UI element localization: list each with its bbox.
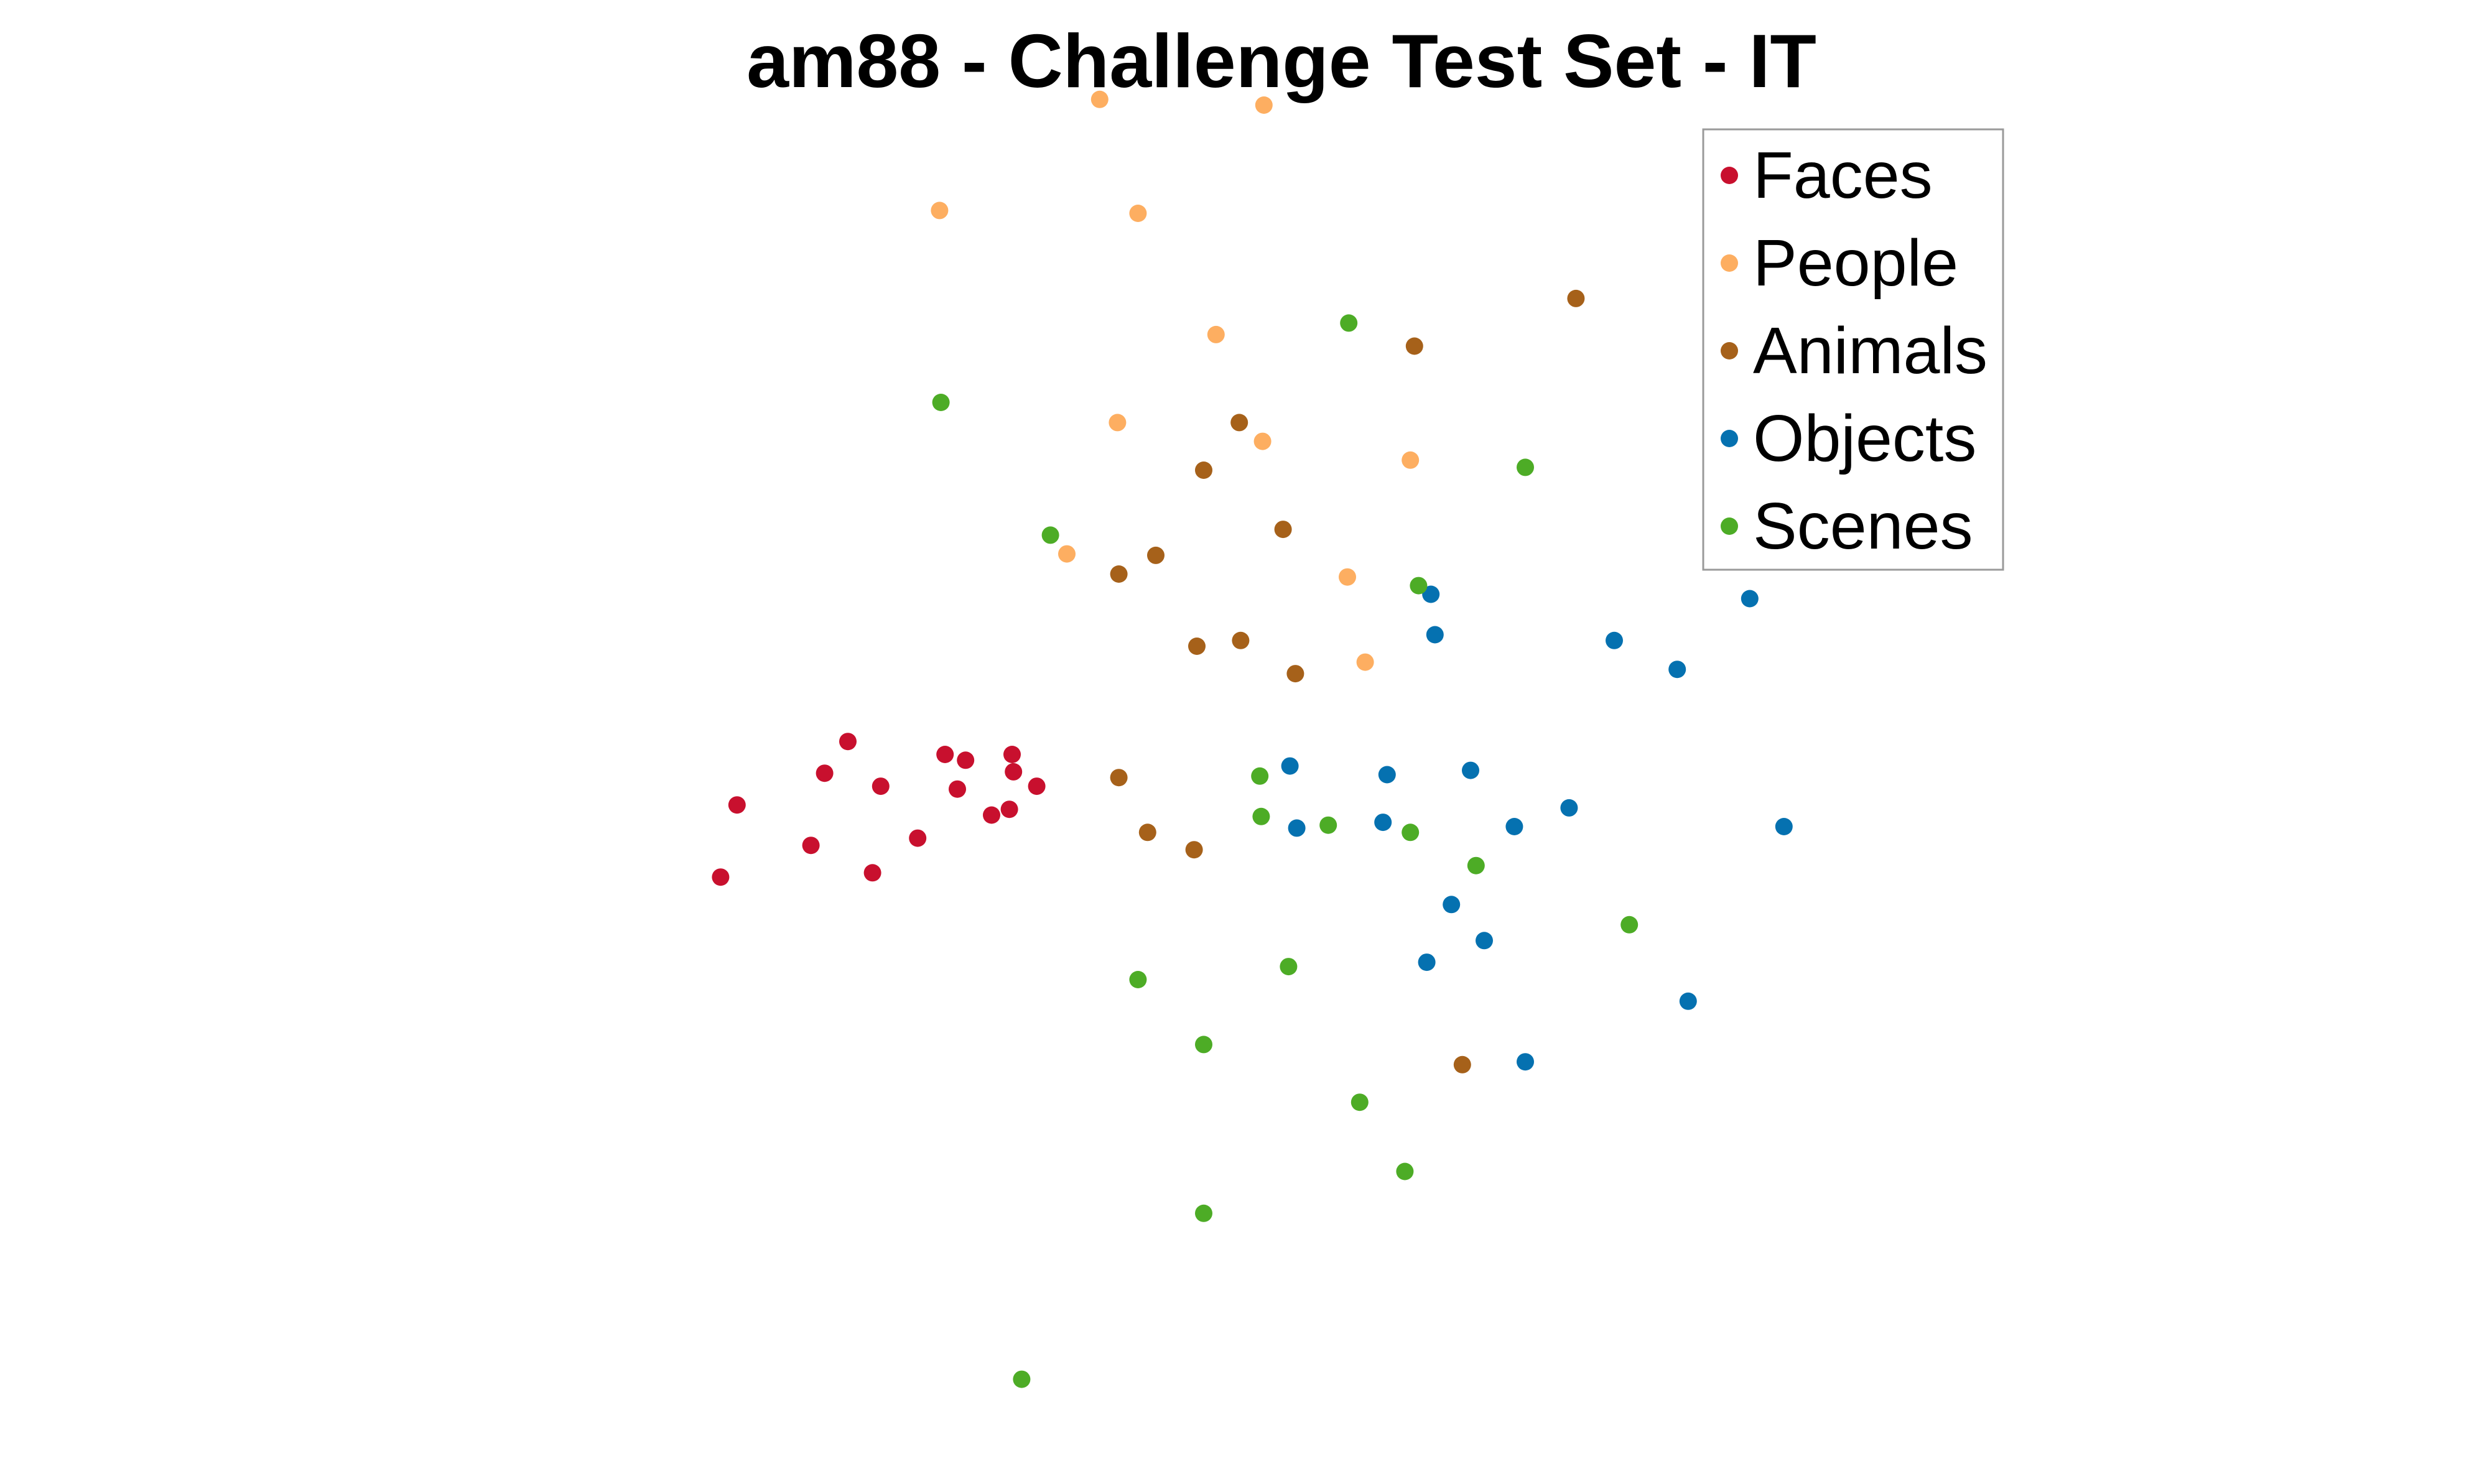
point-animals-12 (1453, 1055, 1471, 1074)
point-animals-10 (1286, 665, 1304, 683)
legend-label-people: People (1753, 226, 1958, 300)
point-animals-2 (1147, 546, 1165, 564)
point-animals-3 (1138, 823, 1156, 842)
series-objects (1281, 585, 1793, 1071)
legend-label-faces: Faces (1753, 139, 1933, 212)
point-scenes-13 (1402, 823, 1420, 842)
chart-title: am88 - Challenge Test Set - IT (746, 19, 1816, 103)
point-objects-9 (1476, 932, 1493, 950)
point-faces-13 (1003, 746, 1021, 763)
legend-label-objects: Objects (1753, 402, 1976, 475)
point-scenes-11 (1351, 1093, 1369, 1111)
point-animals-8 (1232, 631, 1250, 649)
point-objects-1 (1288, 819, 1306, 837)
legend-label-scenes: Scenes (1753, 489, 1973, 563)
point-scenes-1 (1013, 1370, 1031, 1388)
point-scenes-0 (932, 394, 950, 411)
point-objects-15 (1679, 992, 1697, 1010)
point-objects-14 (1668, 661, 1686, 679)
point-animals-1 (1110, 769, 1128, 787)
point-objects-4 (1418, 953, 1436, 972)
point-faces-11 (983, 806, 1000, 824)
point-faces-6 (872, 777, 890, 795)
legend-label-animals: Animals (1753, 314, 1988, 387)
point-animals-11 (1405, 337, 1423, 355)
point-faces-12 (1000, 800, 1018, 819)
point-people-9 (1356, 653, 1374, 671)
legend: Faces People Animals Objects Scenes (1702, 128, 2004, 571)
point-faces-1 (728, 796, 746, 814)
point-people-8 (1339, 568, 1356, 586)
point-objects-10 (1505, 818, 1523, 835)
point-objects-7 (1443, 896, 1461, 914)
point-scenes-3 (1129, 971, 1147, 988)
point-people-5 (1207, 325, 1225, 343)
point-objects-12 (1560, 799, 1578, 817)
point-scenes-10 (1340, 314, 1358, 332)
point-faces-10 (957, 751, 975, 769)
point-objects-0 (1281, 757, 1299, 775)
series-scenes (932, 314, 1639, 1388)
point-faces-5 (863, 864, 881, 882)
point-scenes-4 (1195, 1036, 1212, 1054)
point-people-6 (1253, 432, 1272, 450)
point-scenes-17 (1620, 916, 1639, 934)
series-animals (1110, 289, 1585, 1074)
point-faces-9 (949, 780, 966, 798)
point-faces-2 (802, 837, 820, 855)
point-faces-8 (936, 746, 954, 763)
point-faces-14 (1005, 763, 1023, 781)
point-scenes-7 (1252, 807, 1270, 825)
point-faces-3 (816, 764, 834, 782)
point-animals-0 (1110, 565, 1128, 583)
point-scenes-14 (1410, 577, 1428, 595)
point-people-4 (1129, 205, 1147, 222)
legend-marker-animals (1721, 342, 1738, 359)
point-people-3 (1109, 414, 1127, 432)
point-scenes-12 (1396, 1162, 1414, 1180)
series-people (931, 90, 1420, 671)
point-scenes-5 (1195, 1204, 1212, 1222)
point-people-7 (1255, 96, 1273, 114)
point-faces-15 (1028, 777, 1046, 795)
point-animals-13 (1567, 289, 1585, 307)
point-scenes-15 (1467, 856, 1485, 874)
points-layer (712, 90, 1793, 1388)
point-animals-6 (1195, 461, 1212, 479)
point-faces-4 (839, 733, 857, 751)
point-objects-6 (1426, 626, 1444, 644)
point-objects-3 (1378, 766, 1396, 784)
point-objects-16 (1741, 590, 1759, 608)
point-animals-4 (1185, 841, 1203, 859)
legend-marker-scenes (1721, 517, 1738, 535)
point-objects-8 (1462, 761, 1479, 779)
point-scenes-2 (1041, 526, 1059, 544)
point-objects-11 (1517, 1053, 1534, 1071)
point-people-10 (1402, 451, 1420, 469)
point-objects-13 (1606, 631, 1623, 649)
point-animals-7 (1230, 414, 1248, 432)
point-scenes-6 (1251, 767, 1269, 785)
legend-marker-faces (1721, 167, 1738, 184)
point-scenes-16 (1517, 458, 1534, 476)
point-objects-2 (1374, 814, 1392, 832)
point-animals-9 (1274, 521, 1292, 539)
point-people-2 (1090, 90, 1109, 108)
point-faces-0 (712, 868, 730, 886)
point-scenes-8 (1280, 958, 1298, 976)
point-people-0 (931, 202, 949, 220)
series-faces (712, 733, 1046, 886)
point-scenes-9 (1319, 816, 1337, 834)
point-faces-7 (909, 829, 927, 847)
legend-box (1702, 128, 2004, 571)
point-animals-5 (1188, 638, 1206, 655)
legend-marker-objects (1721, 430, 1738, 447)
point-people-1 (1058, 545, 1076, 563)
point-objects-17 (1775, 818, 1793, 835)
legend-marker-people (1721, 254, 1738, 272)
point-objects-5 (1422, 585, 1440, 603)
